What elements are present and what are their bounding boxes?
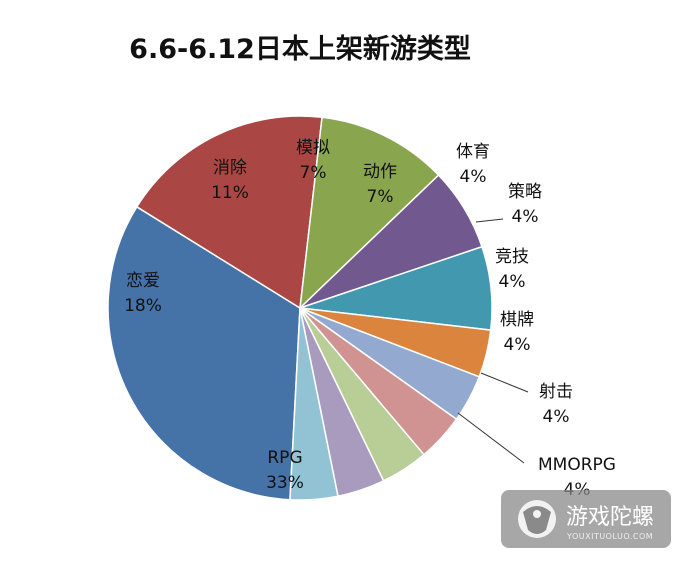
pie-slices <box>107 115 493 501</box>
watermark-name: 游戏陀螺 <box>566 505 654 530</box>
slice-value-3: 11% <box>211 183 249 203</box>
slice-value-8: 4% <box>499 272 526 292</box>
leader-line-10 <box>480 372 529 393</box>
slice-value-4: 7% <box>300 163 327 183</box>
pie-slice-3 <box>299 116 440 310</box>
pie-slice-1 <box>107 205 301 501</box>
slice-label-10: 射击 <box>539 382 573 402</box>
slice-label-3: 消除 <box>213 158 247 178</box>
slice-label-6: 体育 <box>456 142 490 162</box>
chart-title: 6.6-6.12日本上架新游类型 <box>129 33 471 65</box>
slice-label-8: 竞技 <box>495 247 529 267</box>
slice-value-6: 4% <box>460 167 487 187</box>
slice-label-4: 模拟 <box>296 138 330 158</box>
watermark-url: YOUXITUOLUO.COM <box>566 532 653 541</box>
watermark: 游戏陀螺 YOUXITUOLUO.COM <box>501 490 671 548</box>
pie-slice-11 <box>289 307 339 501</box>
slice-value-7: 4% <box>512 207 539 227</box>
leader-lines <box>457 218 529 464</box>
slice-value-5: 7% <box>367 187 394 207</box>
slice-value-9: 4% <box>504 335 531 355</box>
leader-line-11 <box>457 412 525 464</box>
slice-label-7: 策略 <box>508 182 542 202</box>
leader-line-7 <box>475 218 504 223</box>
slice-label-2: 恋爱 <box>126 270 160 291</box>
slice-labels: RPG 33% 恋爱 18% 消除 11% 模拟 7% 动作 7% 体育 4% 策略 4% 竞技 4% 棋牌 4%… <box>124 138 616 500</box>
slice-label-1: RPG <box>267 448 302 468</box>
watermark-logo-icon <box>518 500 556 538</box>
slice-label-5: 动作 <box>363 162 397 182</box>
slice-value-10: 4% <box>543 407 570 427</box>
slice-value-1: 33% <box>266 473 304 493</box>
slice-label-9: 棋牌 <box>500 310 534 330</box>
slice-label-11: MMORPG <box>538 455 616 475</box>
slice-value-2: 18% <box>124 296 162 316</box>
pie-slice-2 <box>135 115 323 310</box>
